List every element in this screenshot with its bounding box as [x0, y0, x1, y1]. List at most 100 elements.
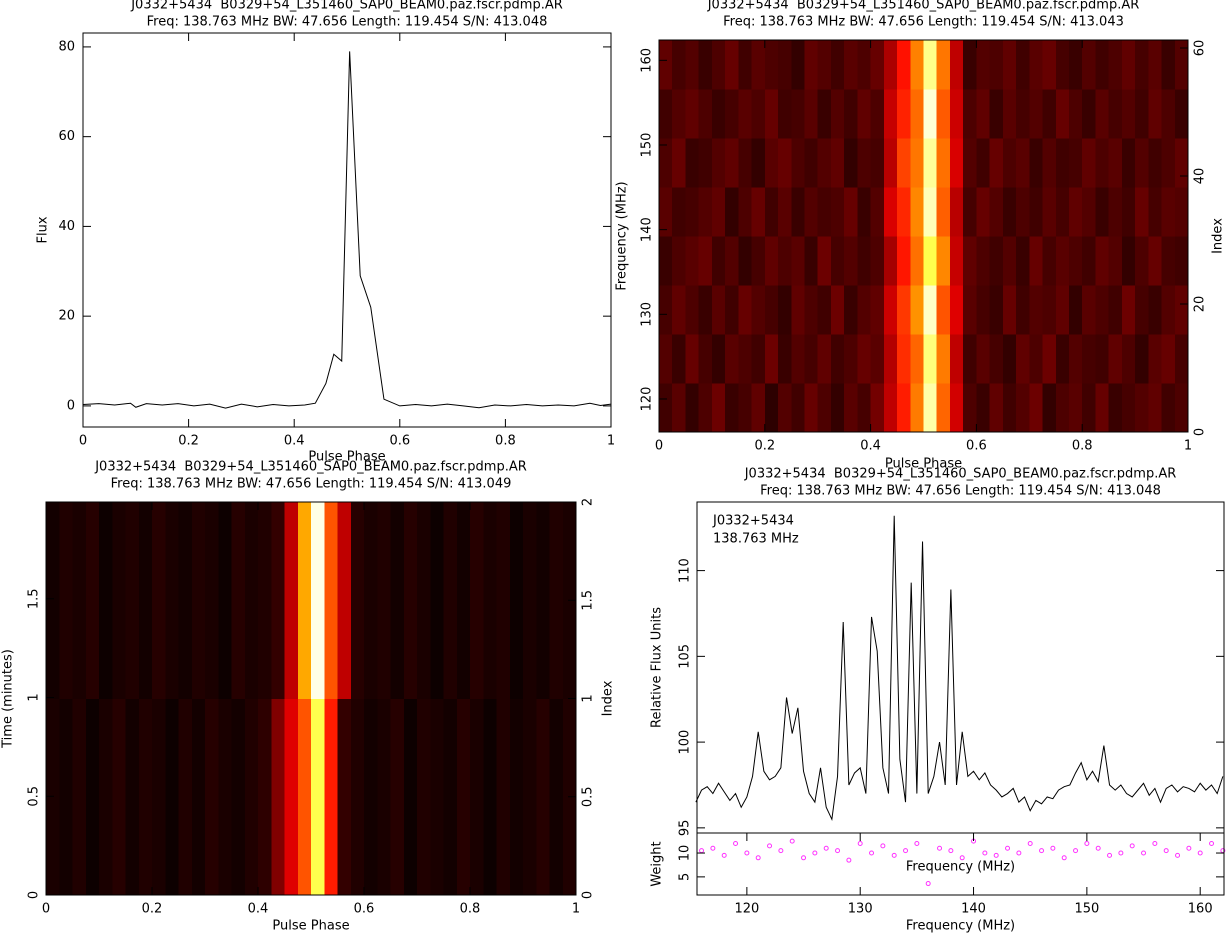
heatmap-cell — [698, 138, 713, 188]
heatmap-cell — [138, 502, 153, 699]
heatmap-cell — [910, 285, 924, 335]
heatmap-cell — [72, 698, 87, 896]
heatmap-cell — [1029, 40, 1044, 90]
heatmap-cell — [165, 502, 179, 699]
heatmap-cell — [883, 236, 898, 286]
heatmap-cell — [99, 698, 113, 896]
heatmap-cell — [1002, 334, 1017, 384]
y-axis-label: Weight — [650, 841, 665, 886]
heatmap-cell — [698, 187, 713, 237]
heatmap-cell — [311, 698, 325, 896]
y-tick-label: 0 — [581, 891, 596, 899]
scatter-point — [857, 840, 863, 846]
heatmap-cell — [976, 383, 991, 433]
scatter-point — [1175, 852, 1181, 858]
heatmap-cell — [337, 698, 352, 896]
heatmap-cell — [403, 502, 418, 699]
heatmap-cell — [390, 698, 405, 896]
heatmap-cell — [923, 383, 938, 433]
heatmap-cell — [844, 89, 858, 139]
x-tick-label: 1 — [1184, 439, 1192, 454]
heatmap-cell — [1055, 89, 1070, 139]
heatmap-cell — [1042, 285, 1057, 335]
heatmap-cell — [99, 502, 113, 699]
scatter-point — [801, 855, 807, 861]
heatmap-cell — [711, 187, 726, 237]
heatmap-cell — [46, 698, 60, 896]
heatmap-cell — [685, 236, 700, 286]
heatmap-cell — [1055, 187, 1070, 237]
heatmap-cell — [1002, 285, 1017, 335]
heatmap-cell — [659, 89, 673, 139]
annotation: J0332+5434 — [712, 514, 794, 529]
heatmap-cell — [976, 236, 991, 286]
x-tick-label: 0.4 — [284, 434, 305, 449]
heatmap-cell — [804, 89, 819, 139]
heatmap-cell — [711, 334, 726, 384]
y-tick-label: 40 — [1193, 168, 1208, 185]
heatmap-cell — [936, 187, 951, 237]
heatmap-cell — [830, 236, 845, 286]
heatmap-cell — [936, 89, 951, 139]
heatmap-cell — [509, 502, 524, 699]
heatmap-cell — [1108, 187, 1123, 237]
heatmap-cell — [738, 383, 753, 433]
heatmap-cell — [897, 383, 911, 433]
heatmap-cell — [470, 698, 484, 896]
heatmap-cell — [923, 40, 938, 90]
heatmap-cell — [989, 334, 1004, 384]
chart-subtitle: Freq: 138.763 MHz BW: 47.656 Length: 119… — [760, 484, 1161, 499]
heatmap-cell — [698, 334, 713, 384]
heatmap-cell — [923, 138, 938, 188]
heatmap-cell — [817, 138, 832, 188]
heatmap-cell — [1108, 383, 1123, 433]
heatmap-cell — [672, 236, 686, 286]
heatmap-cell — [1121, 138, 1136, 188]
heatmap-cell — [672, 187, 686, 237]
heatmap-cell — [711, 40, 726, 90]
heatmap-cell — [1108, 236, 1123, 286]
heatmap-cell — [989, 89, 1004, 139]
heatmap-cell — [738, 40, 753, 90]
heatmap-cell — [1016, 383, 1030, 433]
heatmap-cell — [112, 698, 126, 896]
scatter-point — [869, 850, 875, 856]
x-tick-label: 150 — [1074, 902, 1099, 917]
heatmap-cell — [125, 698, 140, 896]
heatmap-cell — [470, 502, 484, 699]
scatter-point — [721, 852, 727, 858]
heatmap-cell — [1068, 383, 1083, 433]
heatmap-cell — [844, 40, 858, 90]
heatmap-cell — [870, 138, 885, 188]
heatmap-cell — [963, 89, 977, 139]
x-tick-label: 0.8 — [495, 434, 516, 449]
heatmap-cell — [284, 502, 299, 699]
heatmap-cell — [764, 236, 779, 286]
heatmap-cell — [738, 138, 753, 188]
heatmap-cell — [85, 502, 100, 699]
heatmap-cell — [910, 236, 924, 286]
scatter-point — [1039, 848, 1045, 854]
x-tick-label: 140 — [961, 902, 986, 917]
heatmap-cell — [46, 502, 60, 699]
chart-subtitle: Freq: 138.763 MHz BW: 47.656 Length: 119… — [723, 15, 1124, 30]
heatmap-cell — [1121, 187, 1136, 237]
x-tick-label: 0.4 — [248, 902, 269, 917]
heatmap-cell — [483, 698, 497, 896]
heatmap-cell — [1002, 236, 1017, 286]
heatmap-cell — [949, 187, 964, 237]
heatmap-cell — [804, 40, 819, 90]
heatmap-cell — [883, 138, 898, 188]
heatmap-cell — [1029, 285, 1044, 335]
heatmap-cell — [1148, 187, 1163, 237]
heatmap-cell — [725, 187, 739, 237]
y2-axis-label: Index — [601, 680, 616, 716]
x-tick-label: 120 — [734, 902, 759, 917]
heatmap-cell — [711, 138, 726, 188]
heatmap-cell — [1148, 285, 1163, 335]
heatmap-cell — [804, 383, 819, 433]
y-tick-label: 1.5 — [27, 588, 42, 609]
heatmap-cell — [1121, 285, 1136, 335]
chart-title: J0332+5434 B0329+54_L351460_SAP0_BEAM0.p… — [707, 0, 1140, 13]
y-tick-label: 40 — [58, 219, 75, 234]
